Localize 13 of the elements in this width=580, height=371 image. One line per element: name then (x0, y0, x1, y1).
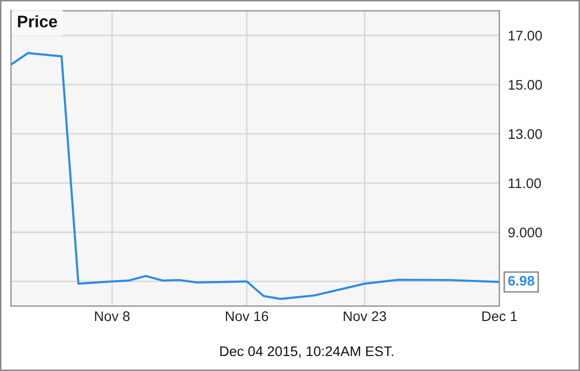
chart-title: Price (18, 15, 58, 28)
x-tick-label: Dec 1 (482, 311, 517, 322)
y-tick-label: 15.00 (508, 80, 542, 90)
annotation: 6.98 (508, 276, 534, 286)
line-series (11, 52, 500, 300)
text: Dec 04 2015, 10:24AM EST. (220, 346, 394, 358)
y-tick-label: 17.00 (508, 30, 542, 41)
y-tick-label: 11.00 (508, 178, 541, 188)
x-tick-label: Nov 23 (344, 311, 386, 322)
y-tick-label: 13.00 (508, 129, 542, 139)
x-tick-label: Nov 16 (226, 311, 268, 322)
x-tick-label: Nov 8 (95, 311, 130, 322)
y-tick-label: 9.000 (508, 228, 542, 238)
